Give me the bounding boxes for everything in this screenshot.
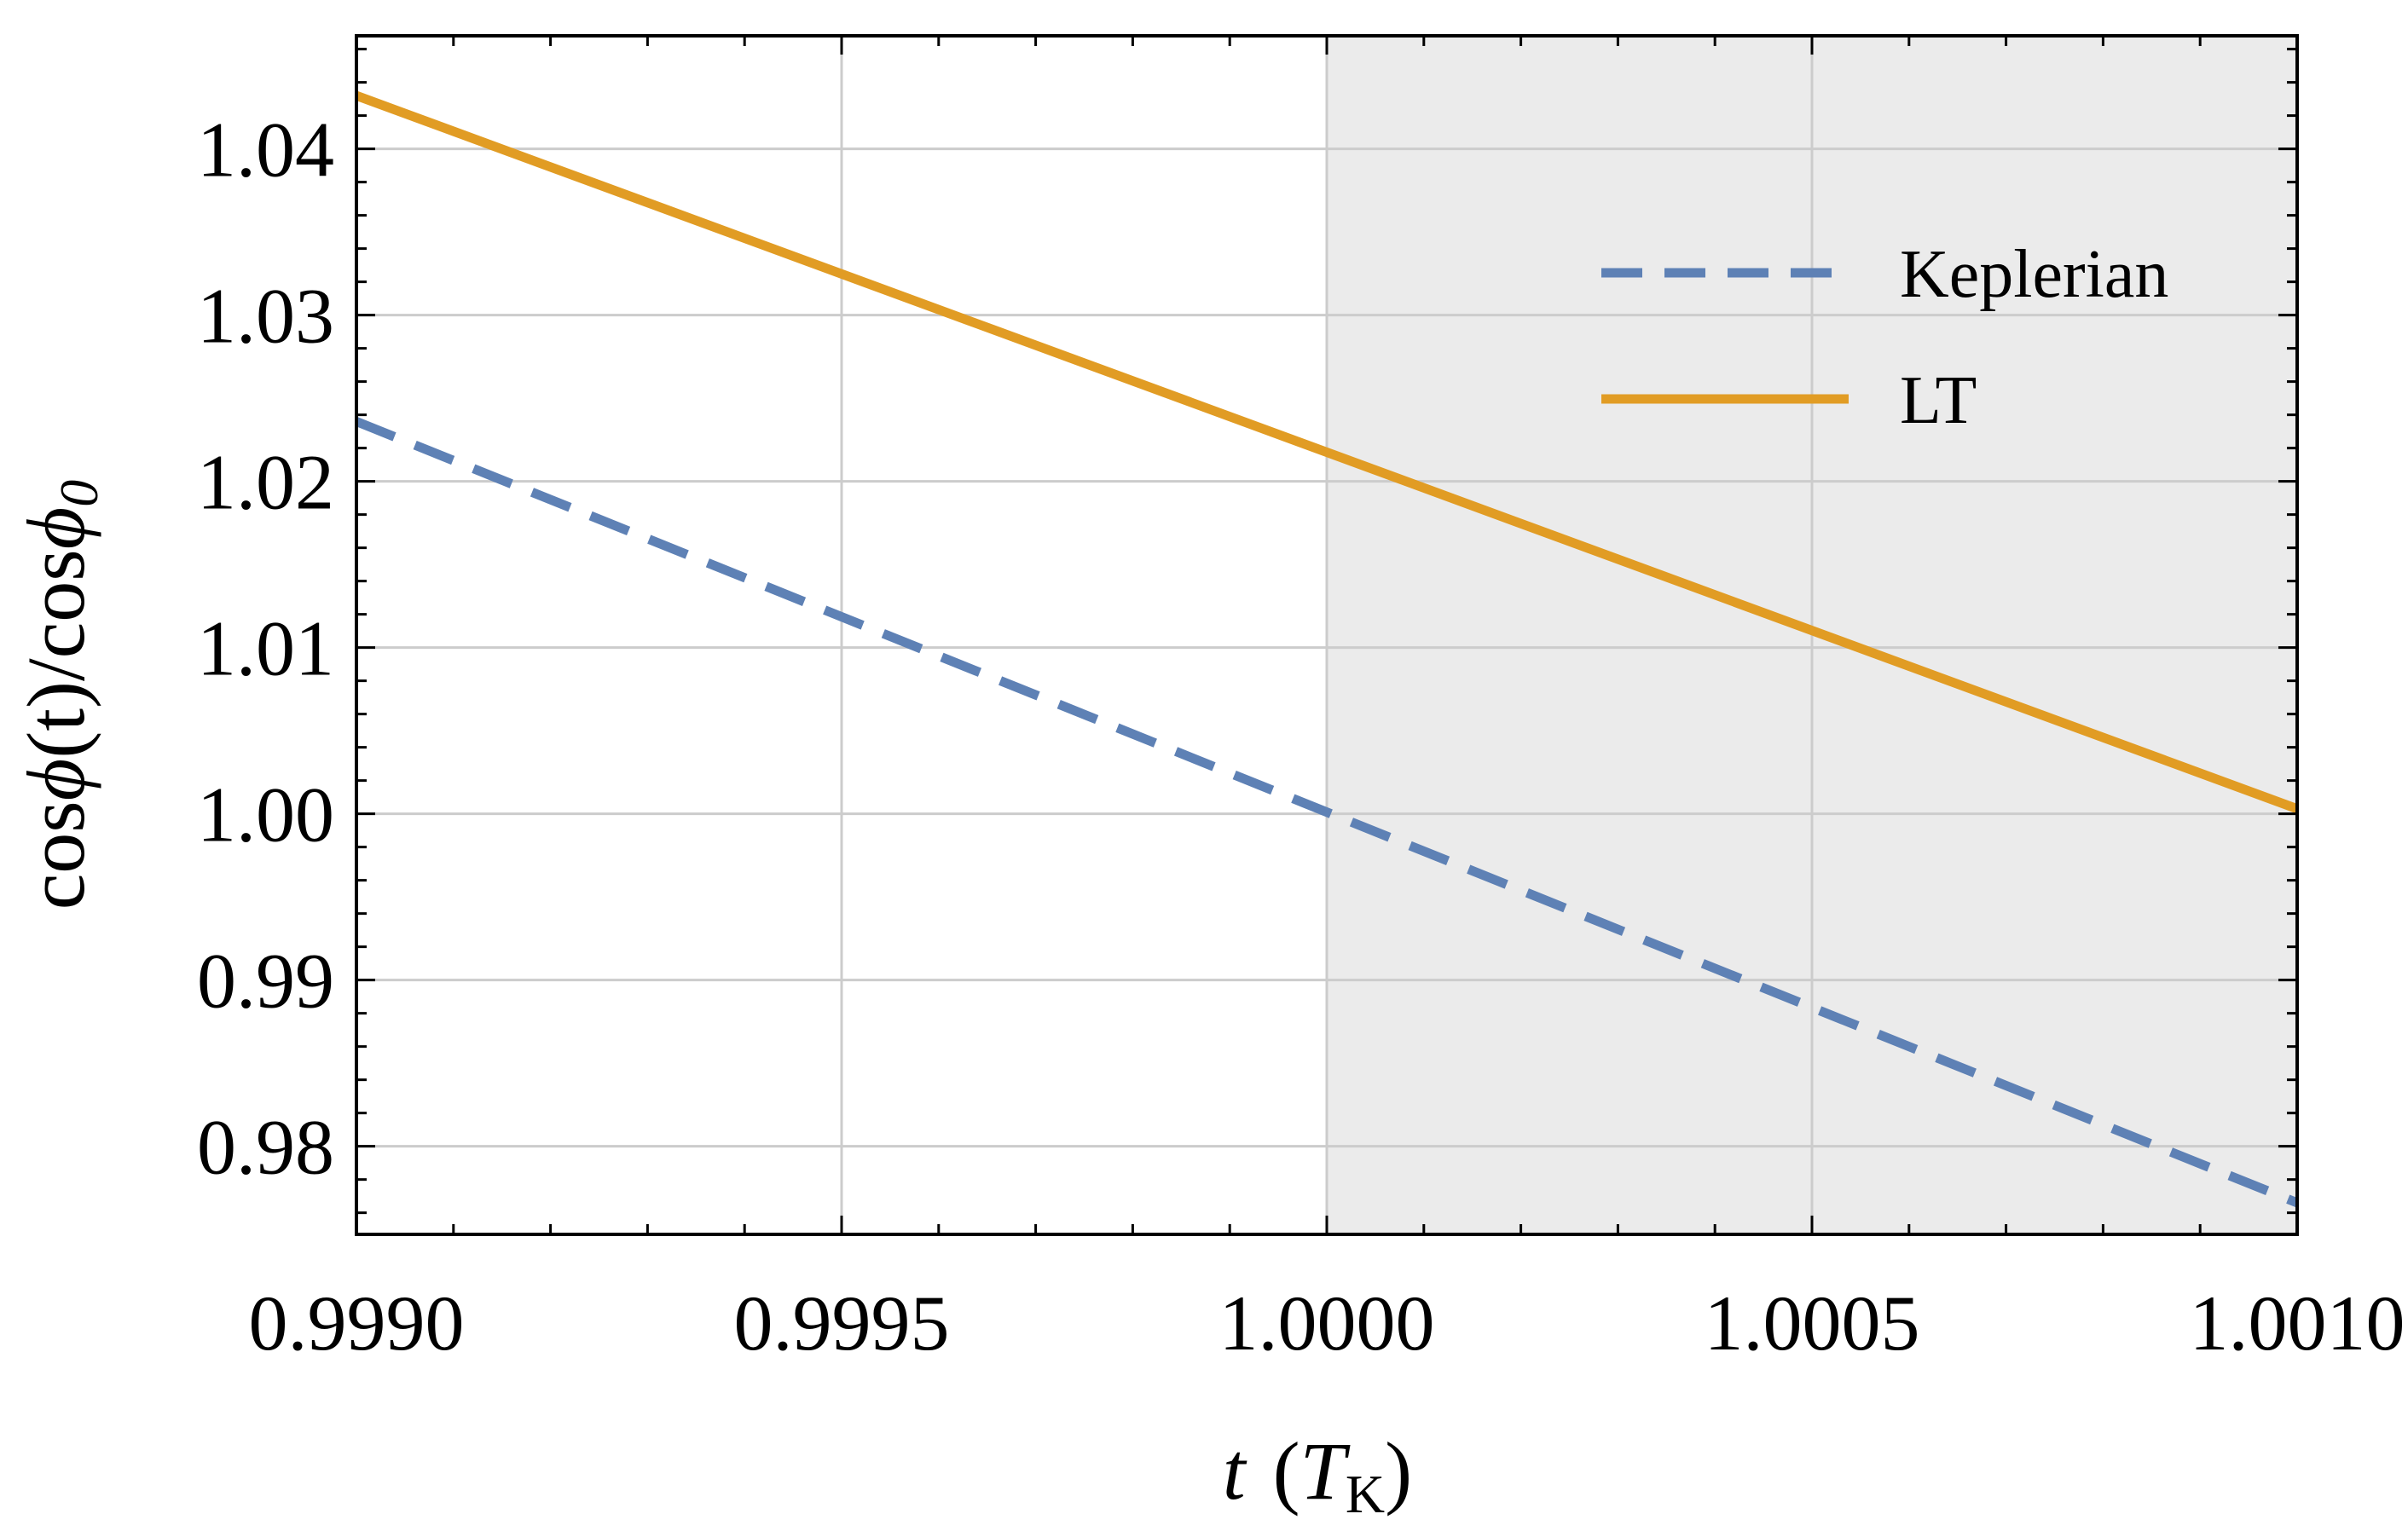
y-axis-label-sub: 0 xyxy=(49,480,109,507)
x-axis-label-close: ) xyxy=(1385,1425,1412,1517)
x-axis-label-open: ( xyxy=(1273,1425,1300,1517)
x-tick-label-1: 0.9995 xyxy=(734,1280,950,1367)
y-tick-label-3: 1.01 xyxy=(197,605,334,692)
y-axis-label-phi2: ϕ xyxy=(10,507,101,550)
y-axis-label-phi1: ϕ xyxy=(10,759,101,801)
y-tick-label-4: 1.02 xyxy=(197,439,334,526)
x-tick-label-0: 0.9990 xyxy=(249,1280,465,1367)
legend-label-keplerian: Keplerian xyxy=(1900,237,2168,312)
x-axis-label-unit-sub: K xyxy=(1346,1464,1385,1524)
x-tick-label-2: 1.0000 xyxy=(1219,1280,1435,1367)
series-layer xyxy=(354,91,2300,1208)
y-tick-label-6: 1.04 xyxy=(197,107,334,194)
series-line-keplerian xyxy=(354,417,2300,1208)
tick-layer xyxy=(355,36,2299,1234)
legend: Keplerian LT xyxy=(1601,237,2168,438)
tick-label-layer: 0.9990 0.9995 1.0000 1.0005 1.0010 0.98 0.99 1.… xyxy=(197,107,2405,1367)
y-axis-label-slash: / xyxy=(10,658,101,681)
legend-label-lt: LT xyxy=(1900,363,1977,438)
y-tick-label-0: 0.98 xyxy=(197,1104,334,1191)
y-axis-label: cosϕ(t)/cosϕ0 xyxy=(10,480,109,910)
y-axis-label-arg: (t) xyxy=(10,681,101,759)
y-tick-label-5: 1.03 xyxy=(197,273,334,360)
x-axis-label-unit: T xyxy=(1300,1425,1352,1517)
x-tick-label-4: 1.0010 xyxy=(2190,1280,2405,1367)
series-line-lt xyxy=(355,91,2299,813)
y-axis-label-cos2: cos xyxy=(10,549,101,658)
y-tick-label-2: 1.00 xyxy=(197,771,334,858)
x-axis-label: t (TK) xyxy=(1223,1425,1412,1524)
y-tick-label-1: 0.99 xyxy=(197,938,334,1025)
x-axis-label-var: t xyxy=(1223,1425,1247,1517)
x-tick-label-3: 1.0005 xyxy=(1705,1280,1920,1367)
y-axis-label-cos1: cos xyxy=(10,800,101,910)
